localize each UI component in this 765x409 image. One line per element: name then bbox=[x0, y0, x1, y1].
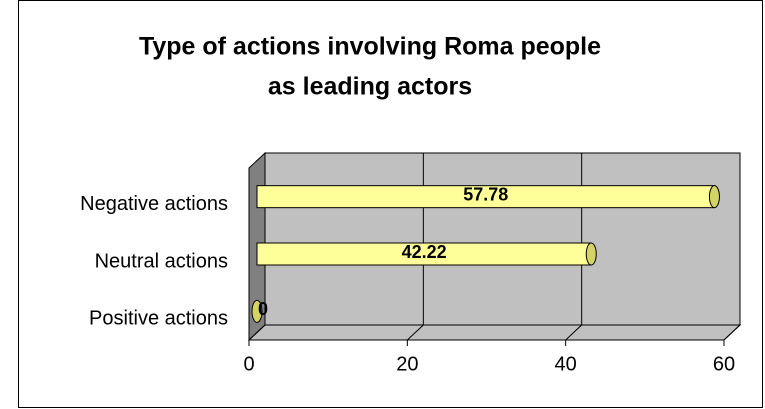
value-label: 42.22 bbox=[402, 242, 447, 262]
y-tick-label: Neutral actions bbox=[95, 250, 228, 272]
x-tick-label: 60 bbox=[713, 353, 735, 375]
floor bbox=[247, 324, 742, 341]
y-tick-label: Positive actions bbox=[89, 308, 228, 330]
grid-line bbox=[248, 324, 266, 341]
grid-line bbox=[723, 324, 741, 341]
x-tick-label: 0 bbox=[243, 353, 254, 375]
x-tick-label: 20 bbox=[396, 353, 418, 375]
chart-title: Type of actions involving Roma people bbox=[139, 33, 601, 61]
back-wall bbox=[264, 152, 741, 326]
grid-line bbox=[565, 324, 583, 341]
bar-end bbox=[708, 185, 720, 209]
y-tick-label: Negative actions bbox=[80, 193, 228, 215]
grid-line bbox=[406, 324, 424, 341]
value-label: 57.78 bbox=[463, 184, 508, 204]
bar-end bbox=[585, 242, 597, 266]
chart-title: as leading actors bbox=[268, 73, 472, 101]
bar-end bbox=[251, 299, 263, 323]
x-tick-label: 40 bbox=[555, 353, 577, 375]
value-label: 0 bbox=[258, 299, 268, 319]
